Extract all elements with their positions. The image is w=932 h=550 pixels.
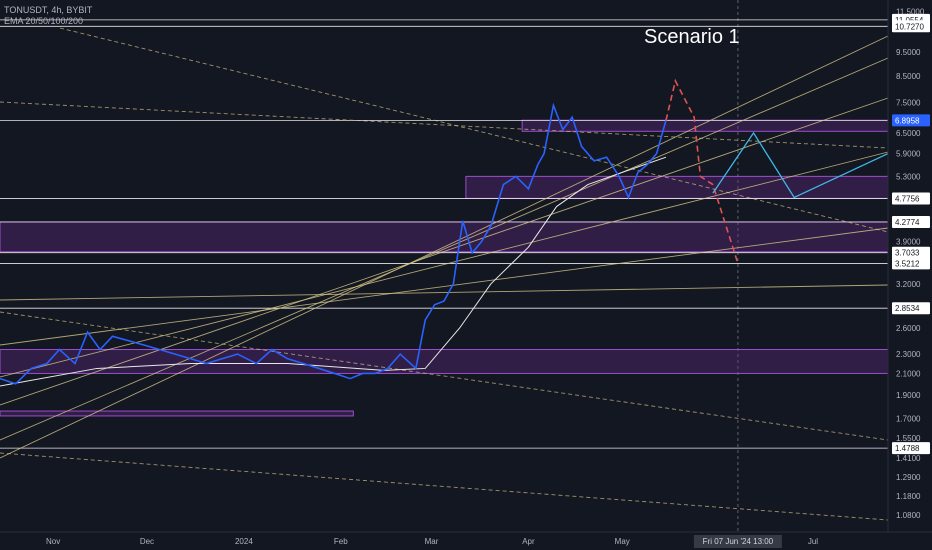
price-tick-12: 1.9000 bbox=[896, 391, 921, 400]
price-level-label-4: 4.2774 bbox=[895, 218, 920, 227]
dashed-trend-line-3 bbox=[0, 452, 889, 521]
price-level-label-8: 1.4788 bbox=[895, 444, 920, 453]
price-line bbox=[0, 102, 667, 385]
time-tick-5: Apr bbox=[522, 537, 535, 546]
price-tick-18: 1.0800 bbox=[896, 511, 921, 520]
price-level-label-7: 2.8534 bbox=[895, 304, 920, 313]
price-level-tag-4 bbox=[892, 216, 930, 229]
price-level-label-2: 6.8958 bbox=[895, 116, 920, 125]
price-tick-7: 3.9000 bbox=[896, 238, 921, 247]
price-level-tag-1 bbox=[892, 20, 930, 33]
support-zone-0 bbox=[521, 119, 889, 132]
time-tick-4: Mar bbox=[425, 537, 439, 546]
price-tick-14: 1.5500 bbox=[896, 434, 921, 443]
price-tick-10: 2.3000 bbox=[896, 350, 921, 359]
symbol-label: TONUSDT, 4h, BYBIT bbox=[4, 5, 93, 15]
price-tick-4: 6.5000 bbox=[896, 129, 921, 138]
support-zone-4 bbox=[0, 410, 354, 417]
trend-line-2 bbox=[0, 97, 889, 406]
indicator-label: EMA 20/50/100/200 bbox=[4, 16, 84, 26]
price-tick-3: 7.5000 bbox=[896, 98, 921, 107]
price-level-tag-8 bbox=[892, 442, 930, 455]
price-tick-11: 2.1000 bbox=[896, 369, 921, 378]
time-tick-6: May bbox=[615, 537, 630, 546]
price-level-tag-5 bbox=[892, 246, 930, 259]
price-tick-15: 1.4100 bbox=[896, 454, 921, 463]
price-tick-9: 2.6000 bbox=[896, 324, 921, 333]
trend-line-0 bbox=[0, 35, 889, 459]
trend-line-4 bbox=[0, 227, 889, 346]
dashed-trend-line-2 bbox=[0, 311, 889, 441]
time-tick-8: Jul bbox=[808, 537, 818, 546]
crosshair-time-tag bbox=[693, 535, 782, 548]
crosshair-time-label: Fri 07 Jun '24 13:00 bbox=[703, 537, 774, 546]
projection-blue-path bbox=[712, 131, 889, 199]
price-level-label-6: 3.5212 bbox=[895, 259, 920, 268]
price-level-tag-3 bbox=[892, 192, 930, 205]
price-level-tag-6 bbox=[892, 257, 930, 270]
ema-200-line bbox=[0, 156, 667, 387]
price-level-label-3: 4.7756 bbox=[895, 195, 920, 204]
trend-line-5 bbox=[0, 284, 889, 301]
price-level-label-1: 10.7270 bbox=[895, 22, 924, 31]
price-level-tag-2 bbox=[892, 114, 930, 127]
dashed-trend-line-1 bbox=[59, 27, 889, 233]
price-tick-2: 8.5000 bbox=[896, 72, 921, 81]
price-tick-16: 1.2900 bbox=[896, 473, 921, 482]
price-tick-8: 3.2000 bbox=[896, 280, 921, 289]
time-tick-0: Nov bbox=[46, 537, 60, 546]
price-tick-13: 1.7000 bbox=[896, 414, 921, 423]
trend-line-1 bbox=[0, 57, 889, 441]
dashed-trend-line-0 bbox=[0, 101, 889, 149]
price-level-label-5: 3.7033 bbox=[895, 249, 920, 258]
price-tick-1: 9.5000 bbox=[896, 48, 921, 57]
scenario-title: Scenario 1 bbox=[644, 26, 740, 48]
trend-line-3 bbox=[0, 151, 889, 378]
time-tick-1: Dec bbox=[140, 537, 154, 546]
support-zone-3 bbox=[0, 349, 889, 374]
time-tick-2: 2024 bbox=[235, 537, 253, 546]
projection-red-path bbox=[665, 78, 739, 264]
price-level-tag-7 bbox=[892, 302, 930, 315]
price-tick-17: 1.1800 bbox=[896, 492, 921, 501]
price-tick-5: 5.9000 bbox=[896, 150, 921, 159]
time-tick-3: Feb bbox=[334, 537, 348, 546]
price-tick-6: 5.3000 bbox=[896, 172, 921, 181]
price-tick-0: 11.5000 bbox=[896, 7, 925, 16]
